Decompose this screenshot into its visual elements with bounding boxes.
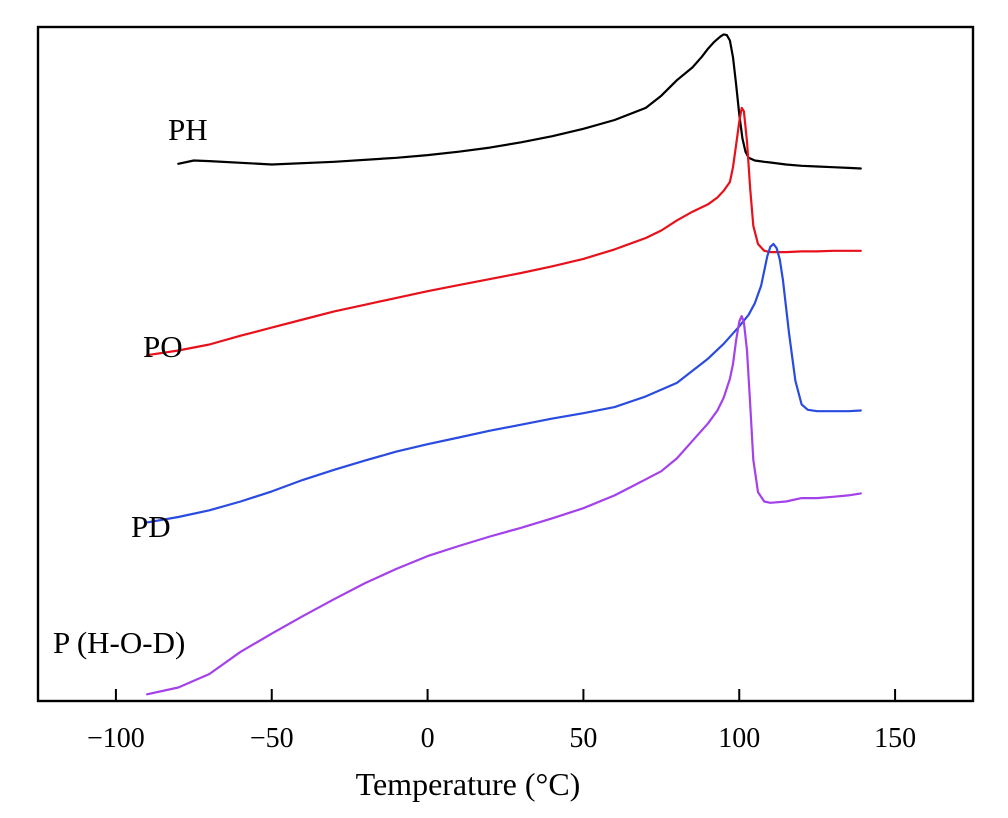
x-tick-label: 50: [569, 723, 597, 754]
x-axis-ticks: −100 −50 0 50 100 150: [87, 689, 916, 754]
x-tick-label: −100: [87, 723, 145, 754]
series-line-pd: [146, 242, 862, 524]
series-label-ph: PH: [168, 112, 208, 147]
series-label-p-h-o-d: P (H-O-D): [53, 625, 185, 660]
x-tick-label: 0: [421, 723, 435, 754]
series-label-pd: PD: [131, 509, 171, 544]
series-line-ph: [177, 33, 862, 170]
series-line-po: [146, 106, 862, 357]
x-axis-label: Temperature (°C): [356, 766, 581, 802]
x-tick-label: 150: [874, 723, 916, 754]
x-tick-label: 100: [718, 723, 760, 754]
plot-frame: [36, 25, 975, 703]
x-tick-label: −50: [250, 723, 294, 754]
series-labels: PH PO PD P (H-O-D): [53, 112, 208, 660]
series-label-po: PO: [143, 329, 183, 364]
series-group: [146, 33, 862, 696]
series-line-p-h-o-d: [146, 315, 862, 696]
